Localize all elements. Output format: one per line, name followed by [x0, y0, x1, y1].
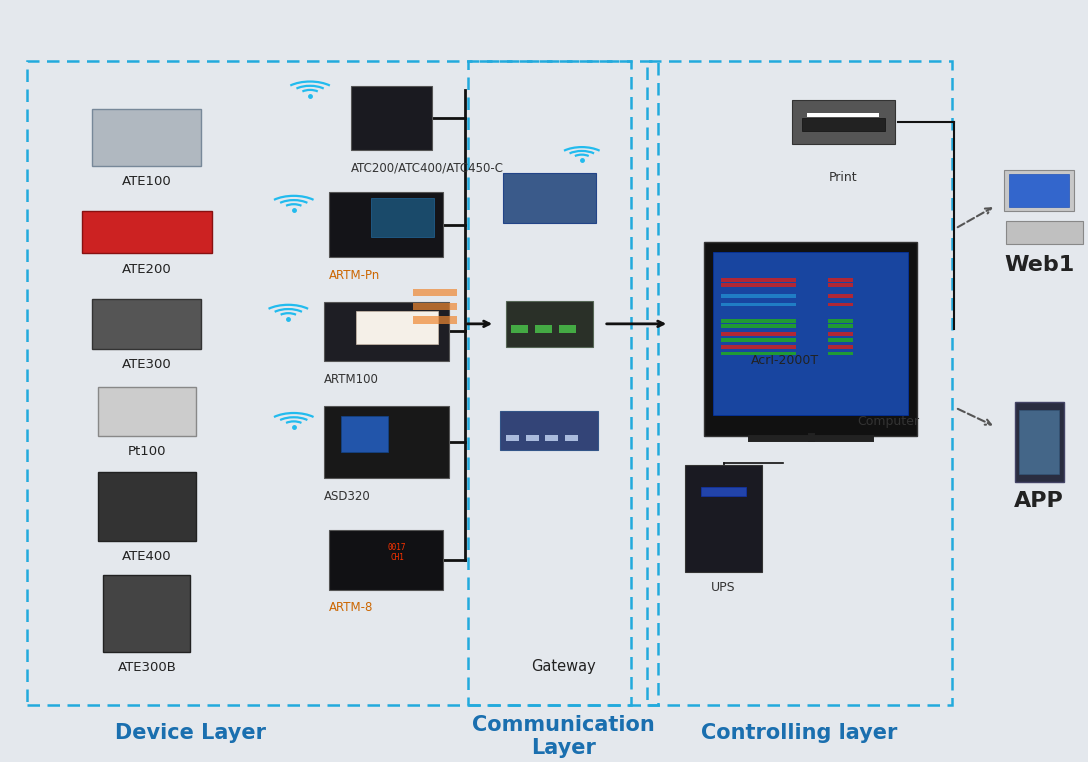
Bar [341, 416, 388, 453]
Text: AcrI-2000T: AcrI-2000T [751, 354, 819, 367]
Bar [721, 351, 795, 355]
Bar [828, 319, 853, 323]
Text: ATE300B: ATE300B [118, 661, 176, 674]
Bar [329, 530, 444, 590]
Bar [828, 283, 853, 287]
Bar [721, 345, 795, 349]
Text: Web1: Web1 [1004, 255, 1074, 275]
Bar [92, 299, 201, 349]
Bar [701, 487, 746, 496]
Bar [721, 303, 795, 306]
Bar [535, 325, 552, 333]
Bar [413, 303, 457, 310]
Bar [705, 242, 916, 436]
Text: Communication
Layer: Communication Layer [472, 716, 655, 758]
Bar [1010, 174, 1068, 207]
Bar [565, 435, 578, 441]
Bar [82, 211, 212, 253]
Text: Gateway: Gateway [531, 659, 596, 674]
Bar [802, 117, 885, 131]
Text: ARTM-Pn: ARTM-Pn [329, 269, 381, 282]
Text: ARTM100: ARTM100 [324, 373, 379, 386]
Bar [500, 411, 598, 450]
Bar [324, 405, 448, 479]
Text: APP: APP [1014, 491, 1064, 511]
Text: Pt100: Pt100 [127, 445, 166, 459]
Text: Print: Print [829, 171, 857, 184]
Bar [828, 278, 853, 282]
Bar [721, 324, 795, 328]
Text: ARTM-8: ARTM-8 [329, 601, 373, 614]
Bar [807, 113, 879, 117]
Bar [828, 324, 853, 328]
Bar [503, 174, 596, 223]
Bar [103, 575, 190, 652]
Text: 0017
CH1: 0017 CH1 [387, 543, 407, 562]
Text: ATE400: ATE400 [122, 550, 172, 563]
Bar [685, 465, 762, 572]
Bar [721, 283, 795, 287]
Bar [324, 302, 448, 361]
Text: Device Layer: Device Layer [115, 723, 265, 743]
Text: ATC200/ATC400/ATC450-C: ATC200/ATC400/ATC450-C [350, 162, 504, 175]
Bar [511, 325, 528, 333]
Bar [1014, 402, 1063, 482]
Bar [721, 332, 795, 336]
Bar [506, 435, 519, 441]
Bar [357, 312, 437, 344]
Bar [828, 351, 853, 355]
Bar [98, 387, 196, 436]
Text: ASD320: ASD320 [324, 490, 370, 503]
Bar [828, 345, 853, 349]
Bar [828, 338, 853, 342]
Text: ATE100: ATE100 [122, 175, 172, 188]
Bar [721, 278, 795, 282]
Text: Controlling layer: Controlling layer [702, 723, 898, 743]
Bar [413, 289, 457, 296]
Text: UPS: UPS [712, 581, 735, 594]
Bar [371, 197, 434, 236]
Bar [413, 316, 457, 324]
Bar [1003, 169, 1075, 211]
Bar [721, 294, 795, 298]
Bar [721, 338, 795, 342]
Bar [721, 319, 795, 323]
Bar [98, 472, 196, 541]
Bar [828, 332, 853, 336]
Bar [350, 86, 433, 151]
Bar [92, 109, 201, 166]
Bar [526, 435, 539, 441]
Bar [329, 193, 444, 258]
Bar [545, 435, 558, 441]
Bar [828, 303, 853, 306]
Text: ATE200: ATE200 [122, 262, 172, 276]
Text: ATE300: ATE300 [122, 358, 172, 371]
Bar [1019, 409, 1059, 474]
Bar [1006, 221, 1083, 244]
Text: Computer: Computer [857, 415, 919, 428]
Bar [506, 301, 593, 347]
Bar [791, 100, 894, 144]
Bar [559, 325, 576, 333]
Bar [828, 294, 853, 298]
Bar [713, 251, 908, 415]
